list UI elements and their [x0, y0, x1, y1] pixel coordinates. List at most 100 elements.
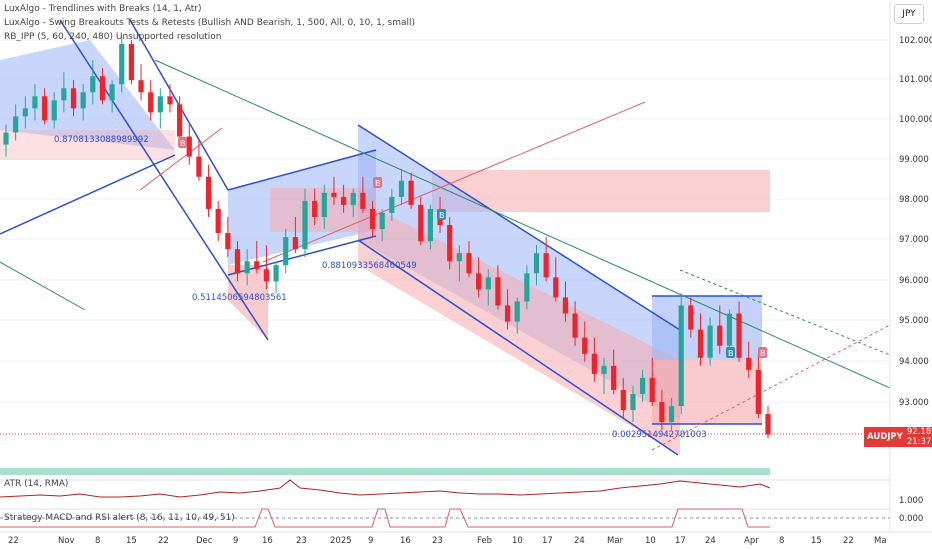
svg-text:Feb: Feb [477, 536, 492, 546]
channel-lines [0, 19, 762, 456]
candle [70, 80, 77, 117]
red-box-5 [652, 360, 762, 424]
candle [51, 92, 57, 129]
svg-text:B: B [375, 179, 381, 188]
last-price-tag: AUDJPY 92.189 21:37:43 [864, 427, 932, 447]
candle [244, 249, 250, 286]
candle [273, 261, 279, 294]
candle [495, 265, 501, 310]
candle [99, 68, 106, 105]
candle [186, 124, 192, 165]
last-price: 92.189 [906, 427, 932, 437]
candle [427, 204, 434, 250]
candle [582, 321, 588, 362]
trend-lines [0, 59, 891, 451]
candle [234, 241, 241, 282]
candle [688, 297, 694, 338]
indicator-label-rbipp[interactable]: RB_IPP (5, 60, 240, 480) Unsupported res… [4, 32, 222, 42]
svg-text:98.000: 98.000 [899, 195, 929, 205]
blue-box-5 [652, 296, 762, 360]
candle [398, 168, 405, 205]
candle [32, 84, 38, 121]
candle [456, 245, 462, 282]
indicator-label-strategy[interactable]: Strategy MACD and RSI alert (8, 16, 11, … [4, 513, 235, 523]
candle [418, 196, 424, 246]
svg-text:Ma: Ma [874, 536, 887, 546]
candle [177, 96, 183, 141]
svg-text:16: 16 [262, 536, 273, 546]
annotation-4: 0.0029514942781003 [612, 430, 707, 440]
svg-text:96.000: 96.000 [899, 276, 929, 286]
svg-text:B: B [439, 211, 445, 220]
svg-text:97.000: 97.000 [899, 235, 929, 245]
sell-marker-1: B [178, 137, 187, 148]
strategy-line [0, 508, 770, 528]
svg-text:10: 10 [645, 536, 656, 546]
candle [283, 229, 289, 274]
channel-zones [0, 40, 770, 455]
svg-text:17: 17 [675, 536, 686, 546]
indicator-label-swing[interactable]: LuxAlgo - Swing Breakouts Tests & Retest… [4, 18, 416, 28]
candle [765, 406, 771, 439]
candle [524, 265, 530, 310]
candle [543, 237, 549, 282]
candle [707, 317, 713, 366]
annotation-1: 0.8708133088989992 [54, 135, 149, 145]
candle [447, 216, 453, 270]
candle [746, 341, 752, 378]
price-axis[interactable]: 102.000 101.000 100.000 99.000 98.000 97… [889, 0, 932, 532]
candle [350, 188, 356, 217]
candle [331, 176, 337, 205]
candle [640, 369, 646, 402]
annotation-3: 0.8810933568460549 [322, 261, 417, 271]
svg-text:Nov: Nov [58, 536, 75, 546]
buy-marker-1: B [437, 209, 446, 220]
candle [302, 188, 308, 258]
candle [225, 216, 231, 258]
svg-text:9: 9 [233, 536, 238, 546]
candle [591, 337, 597, 382]
candle [340, 184, 347, 213]
candle [630, 385, 636, 423]
candle [572, 301, 578, 346]
separator-band [0, 468, 770, 475]
candle [369, 200, 376, 238]
svg-text:22: 22 [8, 536, 19, 546]
indicator-label-trendlines[interactable]: LuxAlgo - Trendlines with Breaks (14, 1,… [4, 4, 202, 14]
candle [3, 124, 9, 157]
candles [3, 35, 771, 439]
svg-text:101.000: 101.000 [899, 75, 932, 85]
candle [408, 172, 414, 209]
candle [90, 60, 96, 105]
candle [128, 40, 134, 85]
indicator-label-atr[interactable]: ATR (14, RMA) [4, 479, 69, 489]
candle [22, 96, 28, 129]
time-axis[interactable]: 22 Nov 8 15 22 Dec 9 16 23 2025 9 16 23 … [0, 531, 932, 546]
svg-text:24: 24 [574, 536, 585, 546]
candle [717, 305, 723, 354]
candle [476, 257, 482, 298]
candle [620, 377, 626, 419]
candle [389, 188, 395, 221]
svg-text:94.000: 94.000 [899, 357, 929, 367]
atr-line [0, 479, 771, 498]
candle [109, 80, 115, 113]
bar-countdown: 21:37:43 [906, 437, 932, 447]
candle [466, 241, 472, 278]
svg-text:8: 8 [95, 536, 100, 546]
svg-text:24: 24 [705, 536, 716, 546]
svg-text:B: B [728, 349, 734, 358]
candle [205, 164, 212, 217]
candle [196, 140, 202, 181]
candle [80, 84, 86, 121]
svg-text:95.000: 95.000 [899, 316, 929, 326]
currency-button[interactable]: JPY [894, 4, 924, 24]
candle [292, 216, 298, 254]
annotation-2: 0.5114506594803561 [192, 293, 287, 303]
candle [61, 72, 67, 113]
svg-text:100.000: 100.000 [899, 115, 932, 125]
candle [697, 313, 704, 366]
candle [504, 289, 511, 330]
candle [312, 188, 318, 226]
